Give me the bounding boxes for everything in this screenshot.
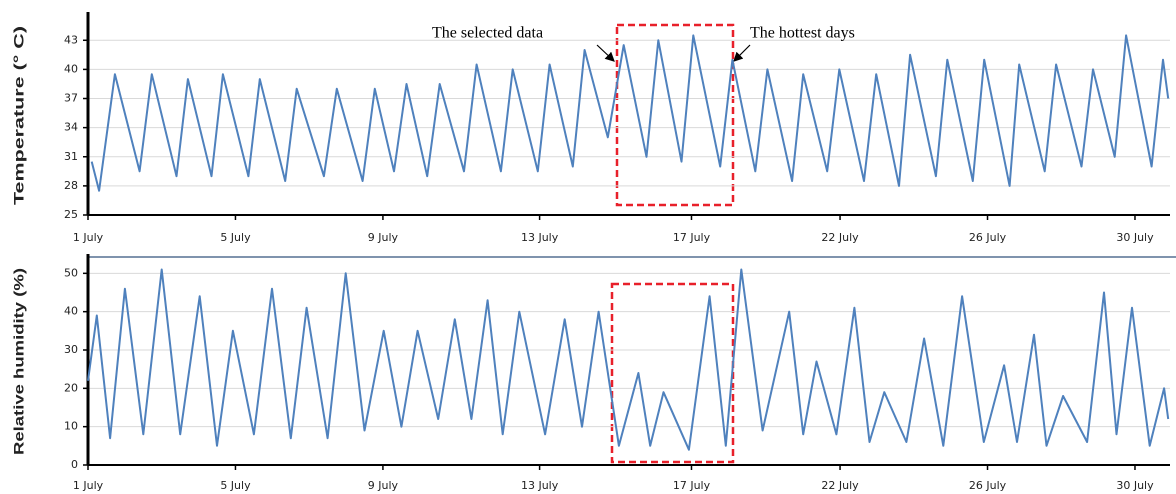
x-tick-label: 9 July: [368, 479, 399, 492]
y-tick-label: 40: [64, 305, 78, 318]
y-tick-label: 50: [64, 266, 78, 279]
y-tick-label: 34: [64, 121, 78, 134]
x-tick-label: 17 July: [673, 479, 711, 492]
y-axis-title: Relative humidity (%): [11, 268, 27, 455]
y-tick-label: 0: [71, 458, 78, 471]
x-tick-label: 5 July: [220, 479, 251, 492]
annotation-arrow: [596, 44, 615, 62]
y-tick-label: 25: [64, 208, 78, 221]
annotation-arrow: [733, 44, 751, 62]
y-tick-label: 28: [64, 179, 78, 192]
data-line: [87, 268, 1170, 451]
y-tick-label: 43: [64, 33, 78, 46]
x-tick-label: 26 July: [969, 231, 1007, 244]
selection-box: [610, 282, 735, 464]
x-tick-label: 1 July: [73, 479, 104, 492]
data-line: [90, 34, 1170, 192]
y-tick-label: 37: [64, 92, 78, 105]
x-tick-label: 30 July: [1116, 231, 1154, 244]
x-tick-label: 13 July: [521, 479, 559, 492]
y-tick-label: 30: [64, 343, 78, 356]
y-tick-label: 40: [64, 62, 78, 75]
x-tick-label: 26 July: [969, 479, 1007, 492]
selection-box: [615, 23, 735, 207]
x-tick-label: 17 July: [673, 231, 711, 244]
y-axis-title: Temperature (° C): [11, 26, 27, 205]
annotation: The hottest days: [750, 25, 855, 42]
x-tick-label: 30 July: [1116, 479, 1154, 492]
y-tick-label: 10: [64, 420, 78, 433]
x-tick-label: 22 July: [821, 479, 859, 492]
x-tick-label: 1 July: [73, 231, 104, 244]
annotation: The selected data: [432, 25, 543, 42]
x-tick-label: 13 July: [521, 231, 559, 244]
y-tick-label: 31: [64, 150, 78, 163]
x-tick-label: 5 July: [220, 231, 251, 244]
x-tick-label: 9 July: [368, 231, 399, 244]
x-tick-label: 22 July: [821, 231, 859, 244]
y-tick-label: 20: [64, 381, 78, 394]
